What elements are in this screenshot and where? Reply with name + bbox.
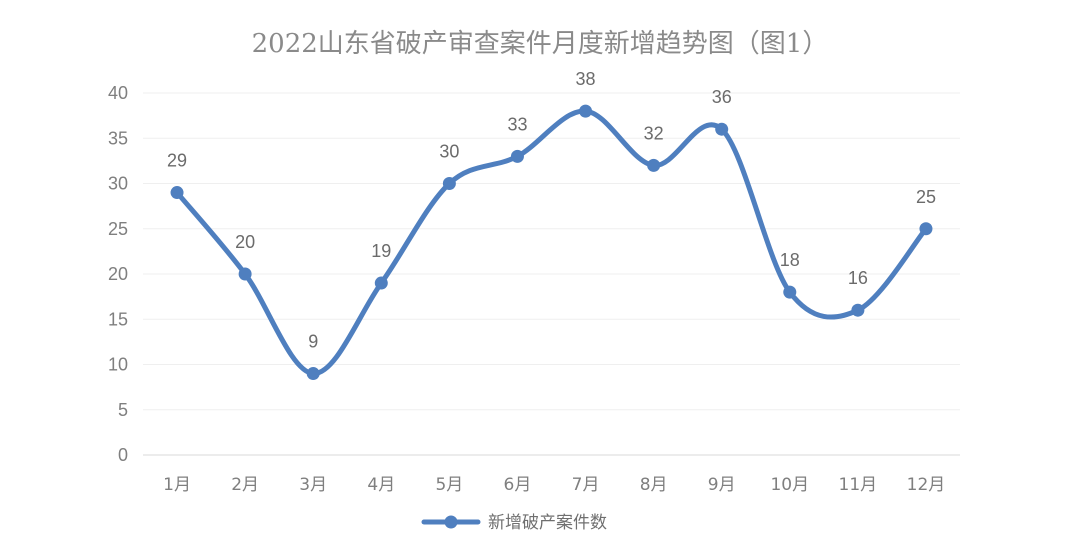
data-point[interactable] xyxy=(238,267,252,281)
data-point[interactable] xyxy=(306,367,320,381)
y-tick-label: 25 xyxy=(108,219,128,239)
legend-marker xyxy=(444,515,458,529)
data-label: 33 xyxy=(507,114,527,134)
data-point[interactable] xyxy=(647,158,661,172)
data-point[interactable] xyxy=(170,186,184,200)
data-point[interactable] xyxy=(919,222,933,236)
x-tick-label: 4月 xyxy=(367,475,395,495)
chart-title: 2022山东省破产审查案件月度新增趋势图（图1） xyxy=(252,29,829,59)
data-point[interactable] xyxy=(851,303,865,317)
data-labels: 29 20 9 19 30 33 38 32 36 18 16 25 xyxy=(167,69,936,351)
data-label: 19 xyxy=(371,241,391,261)
x-tick-label: 8月 xyxy=(640,475,668,495)
x-tick-label: 10月 xyxy=(770,475,809,495)
data-label: 20 xyxy=(235,232,255,252)
data-label: 16 xyxy=(848,268,868,288)
x-tick-label: 9月 xyxy=(708,475,736,495)
data-label: 9 xyxy=(308,332,318,352)
data-label: 18 xyxy=(780,250,800,270)
x-tick-label: 6月 xyxy=(504,475,532,495)
data-point[interactable] xyxy=(715,122,729,136)
y-axis: 0 5 10 15 20 25 30 35 40 xyxy=(108,83,128,465)
y-tick-label: 0 xyxy=(118,445,128,465)
x-axis: 1月 2月 3月 4月 5月 6月 7月 8月 9月 10月 11月 12月 xyxy=(163,475,945,495)
data-label: 29 xyxy=(167,151,187,171)
x-tick-label: 11月 xyxy=(839,475,878,495)
series-layer xyxy=(170,104,933,381)
data-label: 32 xyxy=(644,123,664,143)
y-tick-label: 40 xyxy=(108,83,128,103)
x-tick-label: 5月 xyxy=(435,475,463,495)
data-point[interactable] xyxy=(783,285,797,299)
y-tick-label: 35 xyxy=(108,128,128,148)
data-point[interactable] xyxy=(374,276,388,290)
data-point[interactable] xyxy=(442,177,456,190)
x-tick-label: 2月 xyxy=(231,475,259,495)
y-tick-label: 20 xyxy=(108,264,128,284)
y-tick-label: 15 xyxy=(108,309,128,329)
data-point[interactable] xyxy=(510,149,524,163)
data-label: 25 xyxy=(916,187,936,207)
data-label: 30 xyxy=(439,142,459,162)
data-label: 36 xyxy=(712,87,732,107)
gridlines xyxy=(143,92,960,456)
legend-label: 新增破产案件数 xyxy=(488,513,607,533)
y-tick-label: 30 xyxy=(108,174,128,194)
x-tick-label: 3月 xyxy=(299,475,327,495)
legend[interactable]: 新增破产案件数 xyxy=(421,513,607,533)
x-tick-label: 7月 xyxy=(572,475,600,495)
x-tick-label: 1月 xyxy=(163,475,191,495)
data-point[interactable] xyxy=(579,104,593,118)
series-line xyxy=(174,108,929,377)
x-tick-label: 12月 xyxy=(907,475,946,495)
data-label: 38 xyxy=(576,69,596,89)
y-tick-label: 5 xyxy=(118,400,128,420)
y-tick-label: 10 xyxy=(108,355,128,375)
